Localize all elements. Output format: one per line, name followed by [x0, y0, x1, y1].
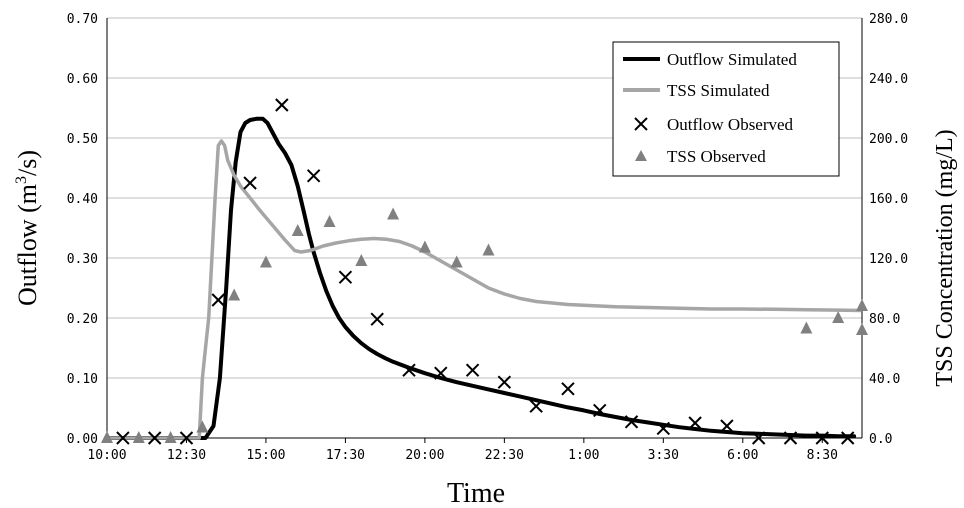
- legend-marker-outflow-observed: [634, 117, 648, 131]
- point-outflow-observed: [840, 431, 855, 445]
- point-outflow-observed: [434, 366, 448, 380]
- point-outflow-observed: [243, 176, 257, 190]
- point-outflow-observed: [593, 403, 607, 418]
- series-line-outflow-simulated: [105, 116, 857, 440]
- legend-label-outflow-simulated: Outflow Simulated: [667, 50, 797, 69]
- y-axis-right-title: TSS Concentration (mg/L): [932, 129, 958, 386]
- legend: Outflow Simulated TSS Simulated Outflow …: [612, 41, 840, 177]
- point-tss-observed: [164, 431, 177, 443]
- legend-label-outflow-observed: Outflow Observed: [667, 115, 794, 134]
- y-tick-label: 0.70: [67, 12, 98, 27]
- series-line-tss-simulated: [105, 139, 863, 440]
- point-tss-observed: [387, 207, 400, 220]
- point-tss-observed: [418, 240, 431, 253]
- y-tick-label: 0.00: [67, 432, 98, 447]
- point-outflow-observed: [465, 363, 480, 377]
- point-outflow-observed: [338, 270, 353, 284]
- point-outflow-observed: [370, 312, 384, 326]
- point-tss-observed: [355, 254, 368, 266]
- x-tick-label: 6:00: [727, 448, 758, 463]
- point-tss-observed: [132, 431, 145, 443]
- y-axis-left-title-sup: 3: [13, 176, 30, 184]
- point-tss-observed: [291, 224, 304, 236]
- point-outflow-observed: [529, 399, 543, 413]
- legend-label-tss-simulated: TSS Simulated: [667, 81, 770, 100]
- y-tick-label: 0.30: [67, 252, 98, 267]
- point-outflow-observed: [624, 415, 639, 429]
- plot-area: [106, 18, 863, 439]
- y-tick-label: 0.40: [67, 192, 98, 207]
- x-tick-label: 1:00: [568, 448, 599, 463]
- point-tss-observed: [450, 255, 463, 268]
- point-tss-observed: [832, 311, 845, 323]
- legend-marker-tss-observed: [635, 150, 647, 161]
- x-tick-label: 15:00: [246, 448, 285, 463]
- point-outflow-observed: [179, 431, 194, 445]
- point-outflow-observed: [497, 375, 512, 389]
- point-outflow-observed: [815, 431, 829, 445]
- point-outflow-observed: [783, 431, 798, 445]
- x-tick-label: 12:30: [167, 448, 206, 463]
- y2-tick-label: 120.0: [869, 252, 908, 267]
- point-outflow-observed: [751, 431, 766, 445]
- x-axis-ticks: 10:00 12:30 15:00 17:30 20:00 22:30 1:00 3:30 6:…: [87, 438, 838, 463]
- x-tick-label: 22:30: [485, 448, 524, 463]
- x-tick-label: 17:30: [326, 448, 365, 463]
- y2-tick-label: 80.0: [869, 312, 900, 327]
- x-axis-title: Time: [447, 478, 505, 508]
- y-axis-left-ticks: 0.00 0.10 0.20 0.30 0.40 0.50 0.60 0.70: [67, 12, 98, 447]
- y-axis-left-title-tail: /s): [13, 150, 42, 176]
- y-tick-label: 0.10: [67, 372, 98, 387]
- point-outflow-observed: [116, 431, 130, 445]
- y-axis-left-title-main: Outflow (m: [13, 184, 42, 306]
- point-tss-observed: [228, 288, 241, 301]
- point-tss-observed: [800, 321, 813, 334]
- point-tss-observed: [856, 299, 868, 311]
- legend-box: [612, 41, 840, 177]
- y-axis-left-title: Outflow (m3/s): [13, 150, 42, 306]
- y-axis-right-ticks: 0.0 40.0 80.0 120.0 160.0 200.0 240.0 280.0: [869, 12, 908, 447]
- x-tick-label: 8:30: [807, 448, 838, 463]
- x-tick-label: 20:00: [405, 448, 444, 463]
- point-tss-observed: [482, 243, 495, 256]
- point-outflow-observed: [688, 416, 702, 430]
- y2-tick-label: 0.0: [869, 432, 892, 447]
- point-outflow-observed: [306, 169, 321, 183]
- point-tss-observed: [196, 420, 209, 433]
- y-tick-label: 0.20: [67, 312, 98, 327]
- point-outflow-observed: [561, 382, 575, 396]
- legend-label-tss-observed: TSS Observed: [667, 147, 766, 166]
- series-group: [101, 98, 868, 445]
- y2-tick-label: 240.0: [869, 72, 908, 87]
- y2-tick-label: 160.0: [869, 192, 908, 207]
- y2-tick-label: 280.0: [869, 12, 908, 27]
- y-tick-label: 0.50: [67, 132, 98, 147]
- y-tick-label: 0.60: [67, 72, 98, 87]
- point-outflow-observed: [402, 363, 416, 377]
- y2-tick-label: 200.0: [869, 132, 908, 147]
- point-tss-observed: [101, 431, 113, 443]
- point-outflow-observed: [147, 431, 162, 445]
- point-tss-observed: [323, 215, 336, 227]
- point-tss-observed: [856, 323, 868, 335]
- point-outflow-observed: [275, 98, 289, 112]
- point-tss-observed: [259, 255, 272, 268]
- point-outflow-observed: [211, 293, 225, 307]
- point-outflow-observed: [720, 419, 734, 433]
- point-outflow-observed: [656, 421, 671, 436]
- x-tick-label: 3:30: [648, 448, 679, 463]
- x-tick-label: 10:00: [87, 448, 126, 463]
- y2-tick-label: 40.0: [869, 372, 900, 387]
